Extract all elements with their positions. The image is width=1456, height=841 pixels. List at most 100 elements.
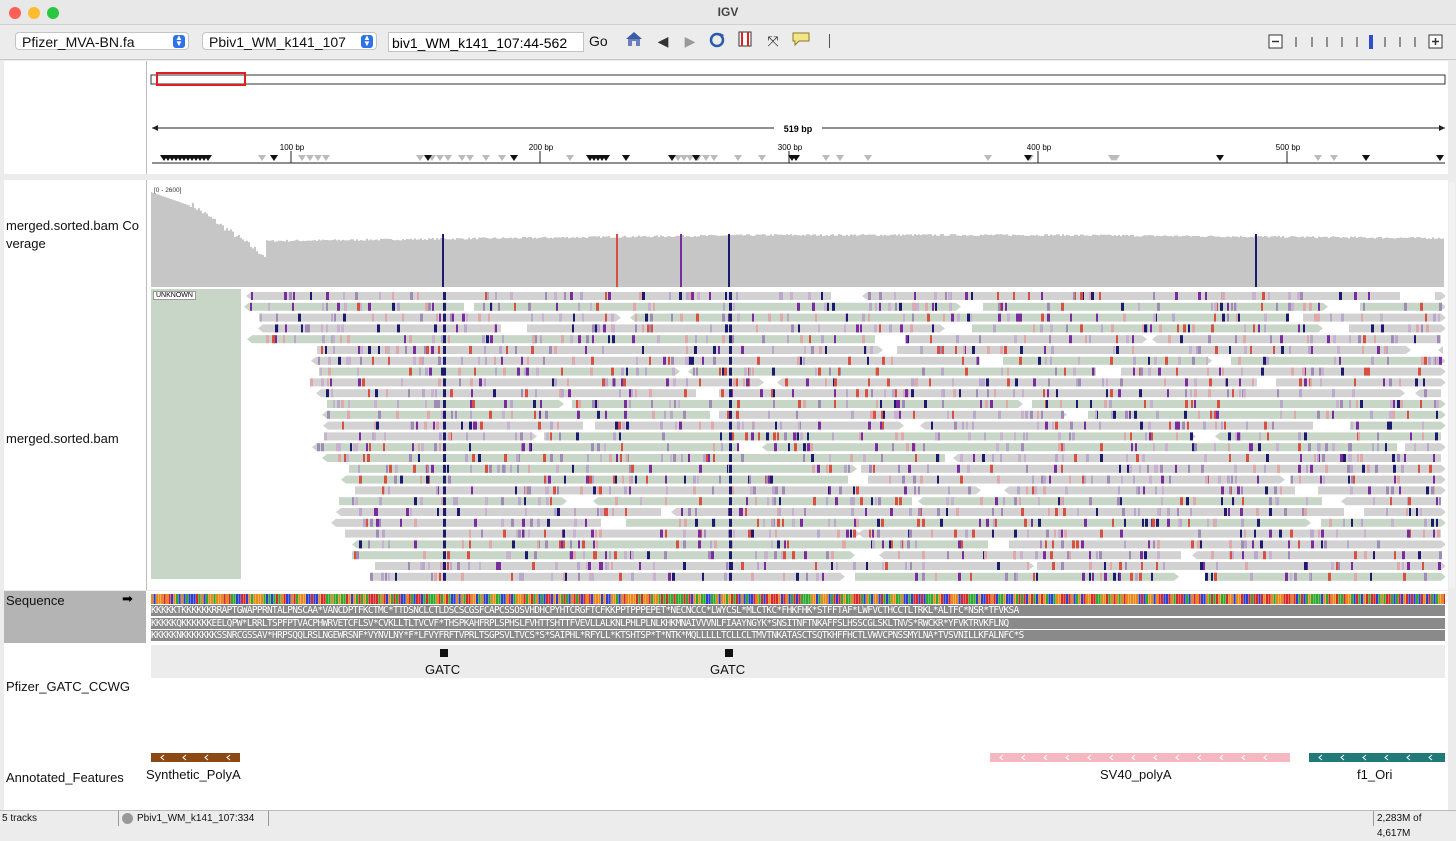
vertical-scrollbar[interactable] — [1449, 182, 1455, 588]
base — [826, 594, 829, 604]
mismatch — [695, 335, 697, 344]
alignment-track-label[interactable]: merged.sorted.bam — [6, 431, 119, 446]
mismatch — [943, 389, 945, 398]
base — [461, 594, 464, 604]
mismatch — [713, 346, 716, 354]
mismatch — [1125, 562, 1127, 570]
mismatch — [817, 464, 820, 473]
go-button[interactable]: Go — [589, 33, 608, 49]
mismatch — [1215, 421, 1217, 430]
mismatch — [443, 400, 446, 408]
mismatch — [333, 335, 335, 344]
mismatch — [931, 529, 933, 538]
coverage-track-label[interactable]: merged.sorted.bam Co verage — [6, 218, 139, 251]
alignment-track[interactable] — [151, 289, 1445, 589]
coverage-track[interactable]: [0 - 2600] — [151, 184, 1445, 288]
mismatch — [597, 508, 599, 516]
home-icon[interactable] — [624, 31, 644, 51]
base — [298, 594, 301, 604]
annotation-track-label[interactable]: Annotated_Features — [6, 770, 124, 785]
mismatch — [1340, 454, 1343, 462]
popup-info-icon[interactable] — [791, 31, 811, 51]
mismatch — [1194, 378, 1197, 387]
mismatch — [604, 443, 606, 452]
mismatch — [1140, 551, 1143, 560]
mismatch — [1158, 367, 1161, 376]
mismatch — [356, 551, 359, 560]
base — [618, 594, 621, 604]
mismatch — [1052, 421, 1054, 430]
refresh-icon[interactable] — [707, 31, 727, 51]
base — [896, 594, 899, 604]
mismatch — [1393, 464, 1396, 473]
zoom-slider[interactable] — [1268, 34, 1448, 50]
mismatch — [1276, 443, 1279, 452]
close-window-button[interactable] — [9, 7, 21, 19]
mismatch — [1232, 497, 1234, 506]
mismatch — [1136, 486, 1138, 495]
mismatch — [1021, 508, 1024, 516]
mismatch — [729, 562, 732, 570]
sequence-track-label[interactable]: Sequence — [6, 593, 65, 608]
mismatch — [671, 313, 673, 322]
aligned-read — [983, 302, 1323, 311]
mismatch — [836, 562, 838, 570]
mismatch — [997, 562, 1000, 570]
current-region-box[interactable] — [156, 72, 246, 86]
motif-track-label[interactable]: Pfizer_GATC_CCWG — [6, 679, 130, 694]
mismatch — [613, 378, 615, 387]
mismatch — [503, 529, 506, 538]
genome-dropdown[interactable]: Pfizer_MVA-BN.fa ▲ ▼ — [15, 32, 189, 50]
forward-icon[interactable]: ▶ — [684, 33, 696, 49]
mismatch — [1341, 313, 1344, 322]
mismatch — [441, 497, 444, 506]
mismatch — [773, 432, 776, 441]
tick-label: 100 bp — [280, 143, 305, 152]
mismatch — [665, 529, 667, 538]
mismatch — [504, 400, 507, 408]
ruler-toggle-icon[interactable] — [829, 34, 830, 48]
annotation-features[interactable] — [151, 752, 1445, 764]
mismatch — [438, 356, 441, 365]
mismatch — [1294, 572, 1297, 581]
gatc-site[interactable] — [440, 649, 448, 657]
mismatch — [551, 572, 553, 581]
mismatch — [936, 454, 939, 462]
mismatch — [1092, 367, 1094, 376]
mismatch — [1027, 562, 1029, 570]
mismatch — [428, 562, 430, 570]
base — [721, 594, 724, 604]
mismatch — [996, 443, 999, 452]
aligned-read — [317, 346, 878, 354]
back-icon[interactable]: ◀ — [657, 33, 669, 49]
mismatch — [605, 378, 608, 387]
aligned-read — [1276, 378, 1441, 387]
mismatch — [1180, 335, 1183, 344]
mismatch — [602, 346, 604, 354]
mismatch — [443, 367, 446, 376]
mismatch — [766, 475, 768, 484]
mismatch — [709, 400, 712, 408]
strand-arrow-icon[interactable]: ➡ — [122, 591, 133, 606]
mismatch — [1024, 335, 1026, 344]
mismatch — [1420, 302, 1423, 311]
locus-input[interactable]: biv1_WM_k141_107:44-562 — [388, 32, 584, 52]
chromosome-dropdown[interactable]: Pbiv1_WM_k141_107 ▲ ▼ — [202, 32, 377, 50]
mismatch — [1363, 302, 1365, 311]
base — [608, 594, 611, 604]
mismatch — [1228, 443, 1230, 452]
region-of-interest-icon[interactable] — [735, 31, 755, 51]
minimize-window-button[interactable] — [28, 7, 40, 19]
mismatch — [564, 292, 566, 300]
base — [633, 594, 636, 604]
mismatch — [732, 486, 734, 495]
motif-track[interactable] — [151, 645, 1445, 678]
gatc-site[interactable] — [725, 649, 733, 657]
base — [406, 594, 409, 604]
mismatch — [1111, 410, 1113, 419]
base — [968, 594, 971, 604]
resize-to-window-icon[interactable]: ⤧ — [767, 33, 779, 49]
mismatch — [1211, 410, 1214, 419]
mismatch — [1303, 302, 1306, 311]
maximize-window-button[interactable] — [47, 7, 59, 19]
